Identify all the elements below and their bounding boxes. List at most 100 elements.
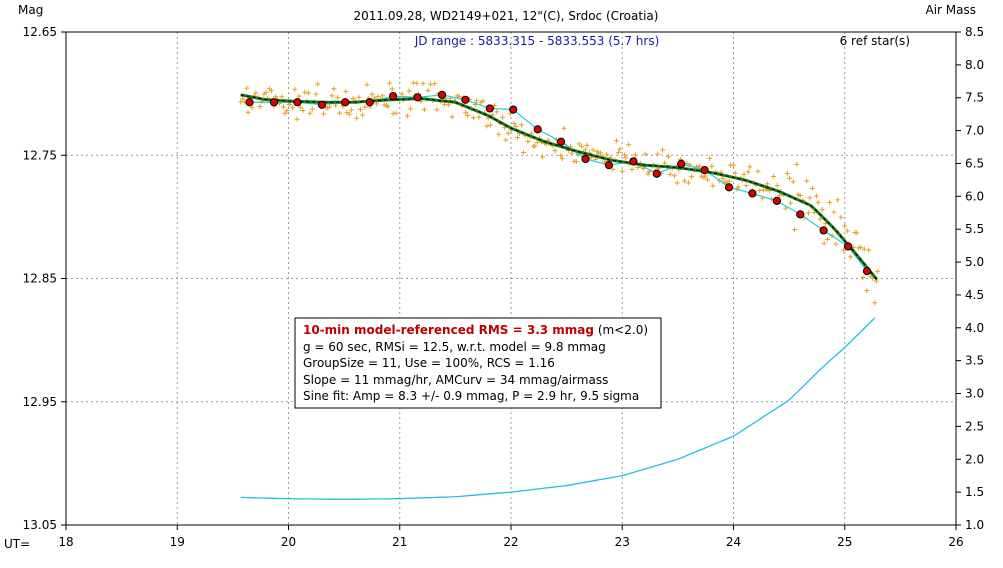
raw-point [672, 173, 678, 179]
raw-point [427, 81, 433, 87]
x-tick-label: 25 [837, 535, 852, 549]
raw-point [521, 150, 527, 156]
raw-point [633, 152, 639, 158]
raw-point [343, 88, 349, 94]
raw-point [307, 110, 313, 116]
raw-point [827, 199, 833, 205]
raw-point [710, 183, 716, 189]
raw-point [856, 245, 862, 251]
stats-line-5: Sine fit: Amp = 8.3 +/- 0.9 mmag, P = 2.… [303, 389, 639, 403]
raw-point [484, 123, 490, 129]
binned-point [652, 169, 661, 178]
raw-point [329, 93, 335, 99]
binned-point [629, 157, 638, 166]
raw-point [321, 111, 327, 117]
raw-point [494, 109, 500, 115]
raw-point [777, 193, 783, 199]
raw-point [393, 110, 399, 116]
raw-point [858, 244, 864, 250]
binned-point [317, 100, 326, 109]
raw-point [822, 221, 828, 227]
raw-point [819, 206, 825, 212]
raw-point [809, 185, 815, 191]
y-tick-label-right: 2.0 [965, 452, 984, 466]
raw-point [872, 300, 878, 306]
raw-point [757, 187, 763, 193]
binned-point [533, 125, 542, 134]
binned-point [748, 189, 757, 198]
raw-point [788, 200, 794, 206]
raw-point [854, 230, 860, 236]
x-tick-label: 26 [948, 535, 963, 549]
ref-stars-label: 6 ref star(s) [840, 34, 910, 48]
raw-point [813, 193, 819, 199]
y-tick-label-right: 2.5 [965, 419, 984, 433]
raw-point [240, 96, 246, 102]
raw-point [513, 123, 519, 129]
binned-points-layer [245, 90, 872, 276]
binned-point [388, 91, 398, 101]
jd-range-label: JD range : 5833.315 - 5833.553 (5.7 hrs) [414, 34, 660, 48]
raw-point [525, 138, 531, 144]
binned-point [365, 98, 374, 107]
stats-line-1: 10-min model-referenced RMS = 3.3 mmag (… [303, 323, 648, 337]
raw-point [743, 183, 749, 189]
raw-point [552, 148, 558, 154]
raw-point [379, 93, 385, 99]
raw-point [356, 94, 362, 100]
raw-point [253, 90, 259, 96]
raw-point [385, 104, 391, 110]
binned-point [796, 210, 805, 219]
rms-condition: (m<2.0) [594, 323, 648, 337]
stats-box: 10-min model-referenced RMS = 3.3 mmag (… [294, 317, 662, 409]
raw-point [389, 86, 395, 92]
raw-point [369, 91, 375, 97]
raw-point [848, 254, 854, 260]
raw-point [449, 114, 455, 120]
raw-point [404, 113, 410, 119]
raw-point [279, 94, 285, 100]
raw-point [292, 86, 298, 92]
raw-point [610, 166, 616, 172]
raw-point [249, 105, 255, 111]
raw-point [831, 209, 837, 215]
raw-point [702, 173, 708, 179]
raw-point [421, 107, 427, 113]
raw-point [294, 116, 300, 122]
raw-point [273, 94, 279, 100]
raw-point [561, 125, 567, 131]
x-tick-label: 20 [281, 535, 296, 549]
raw-point [471, 115, 477, 121]
raw-point [290, 105, 296, 111]
raw-point [534, 139, 540, 145]
raw-point [626, 142, 632, 148]
raw-point [406, 88, 412, 94]
binned-point [724, 183, 734, 192]
raw-point [705, 177, 711, 183]
stats-line-2: g = 60 sec, RMSi = 12.5, w.r.t. model = … [303, 340, 606, 354]
raw-point [741, 171, 747, 177]
raw-point [476, 114, 482, 120]
raw-point [297, 104, 303, 110]
raw-point [505, 130, 511, 136]
raw-point [792, 227, 798, 233]
axis-ticks: 18 19 20 21 22 23 24 25 26 12.65 12.75 12.85 12.95 13… [23, 25, 984, 549]
x-tick-label: 21 [392, 535, 407, 549]
raw-point [635, 165, 641, 171]
raw-point [875, 268, 881, 274]
raw-point [463, 110, 469, 116]
binned-point [269, 98, 279, 107]
raw-point [622, 152, 628, 158]
raw-point [645, 171, 651, 177]
y-tick-label-right: 1.0 [965, 518, 984, 532]
raw-point [629, 166, 635, 172]
raw-point [590, 147, 596, 153]
raw-point [604, 151, 610, 157]
raw-point [838, 214, 844, 220]
raw-point [662, 160, 668, 166]
raw-point [432, 81, 438, 87]
x-tick-label: 23 [615, 535, 630, 549]
binned-point [700, 165, 709, 175]
raw-point [825, 236, 831, 242]
